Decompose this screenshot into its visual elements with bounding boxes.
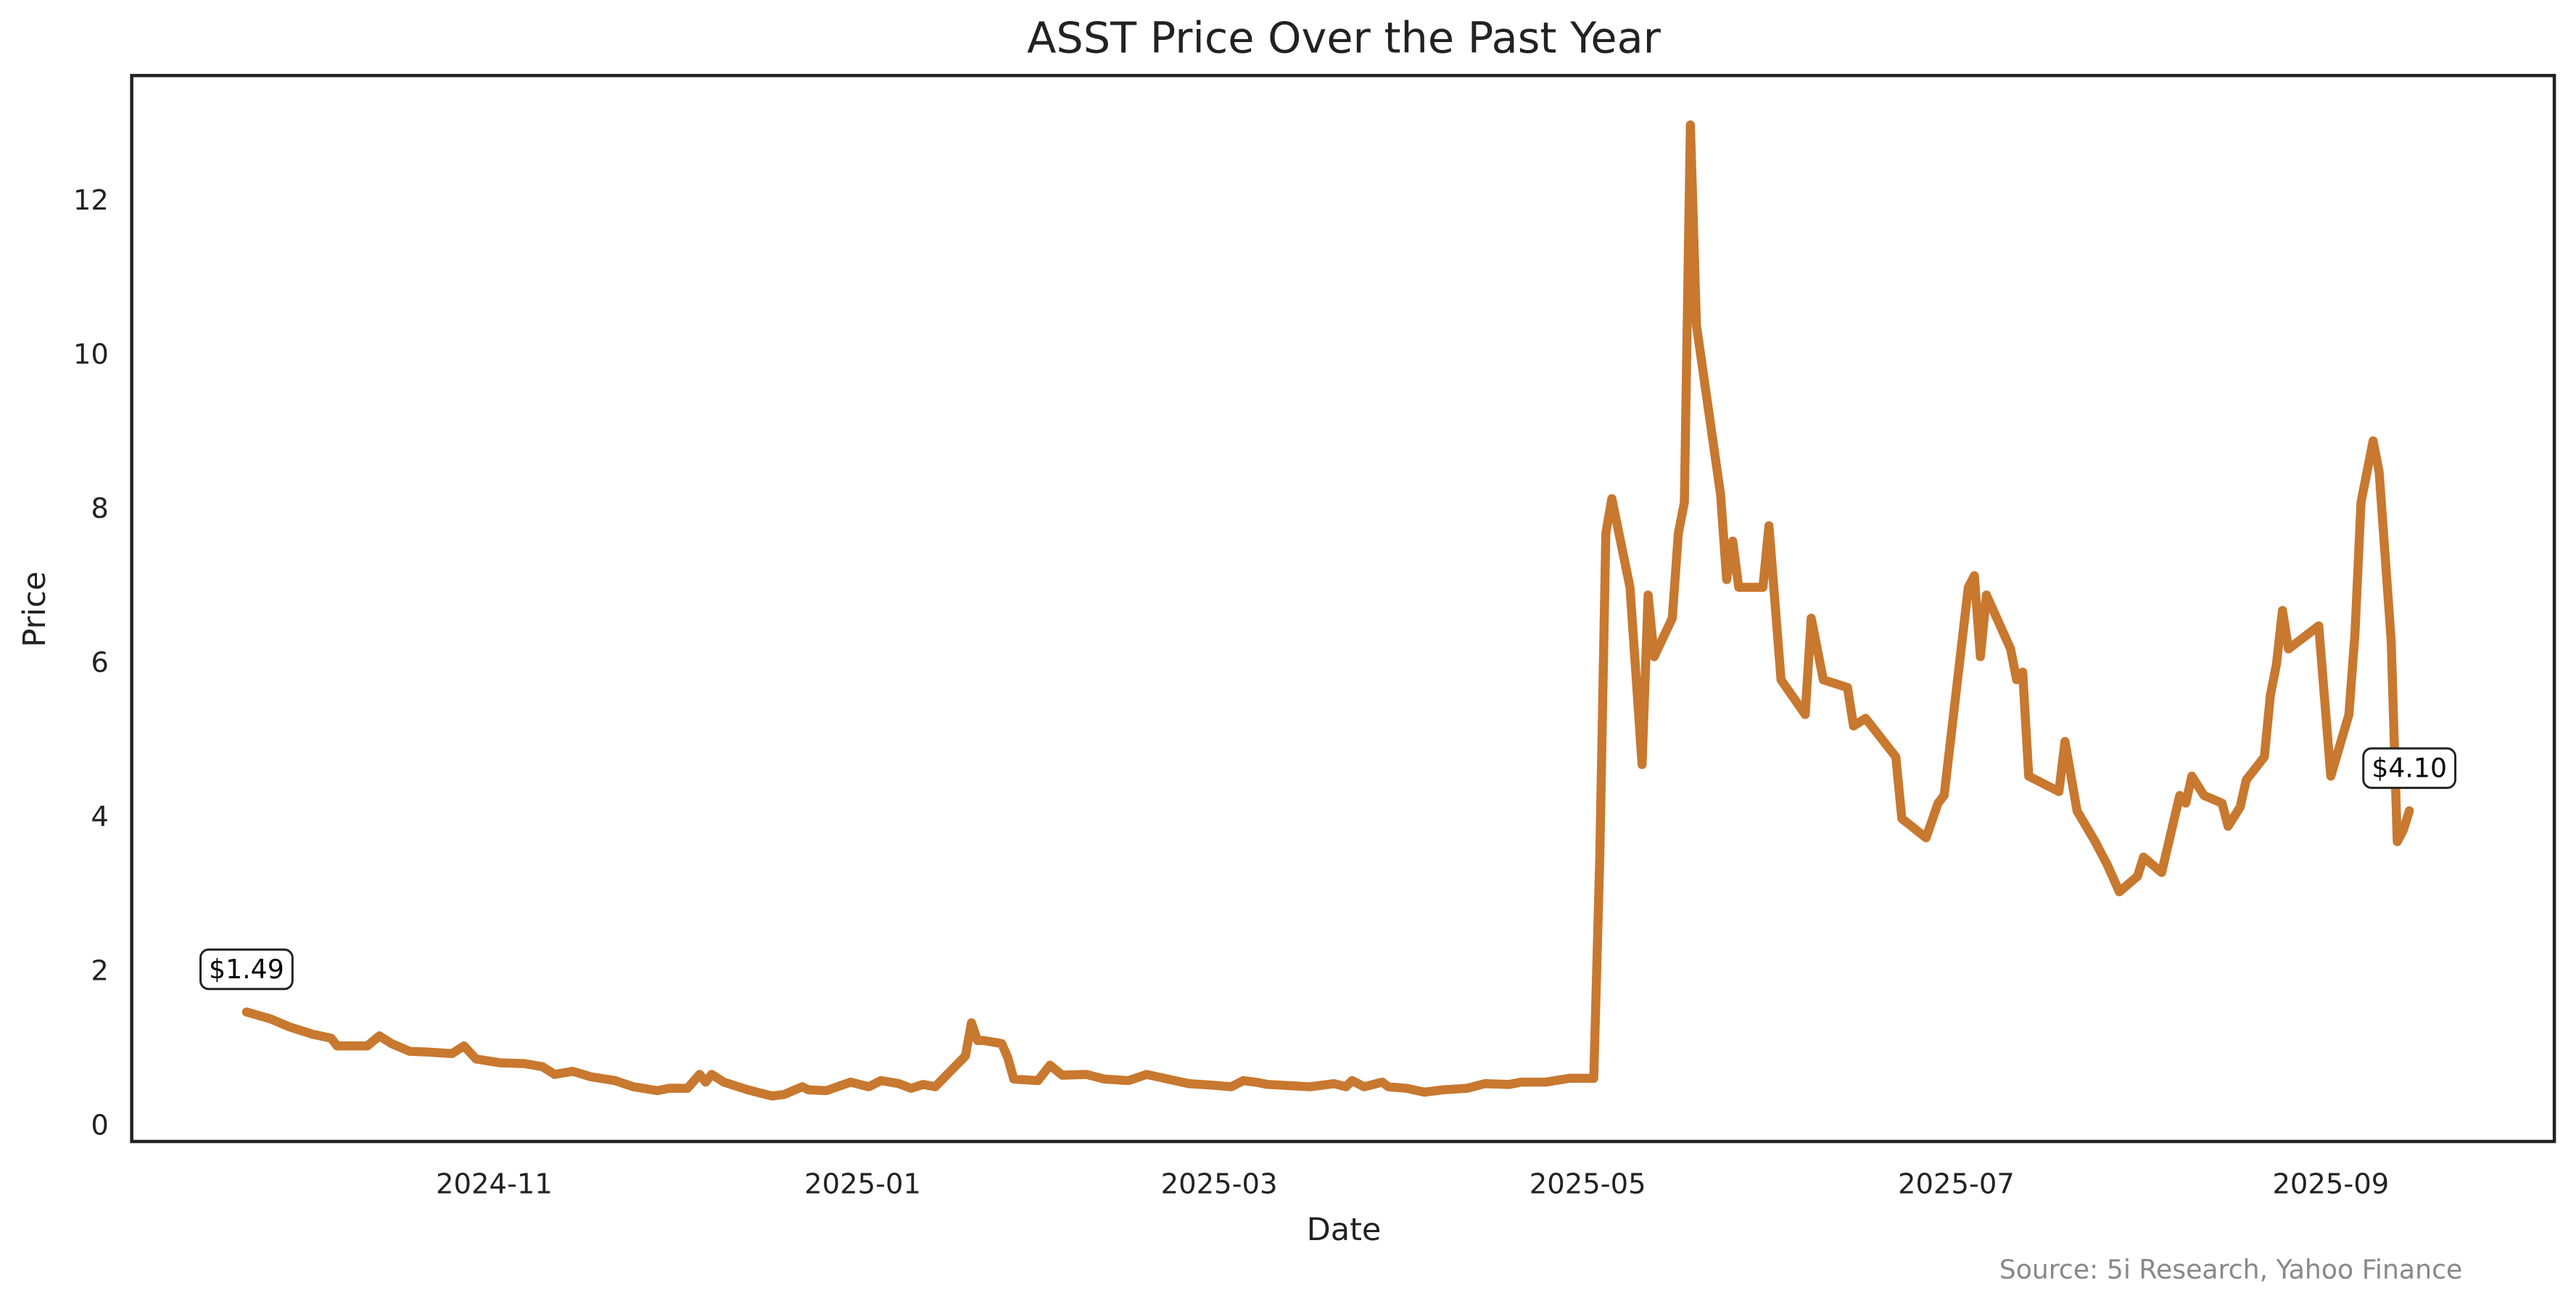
x-tick-label: 2025-03	[1161, 1168, 1278, 1201]
x-tick-label: 2025-01	[804, 1168, 921, 1201]
source-note: Source: 5i Research, Yahoo Finance	[1999, 1254, 2463, 1285]
plot-frame	[130, 73, 2556, 1144]
y-tick-label: 4	[91, 801, 109, 833]
price-line	[242, 120, 2414, 1101]
y-tick-label: 8	[91, 492, 109, 525]
y-axis-label: Price	[17, 571, 53, 648]
annotation: $1.49	[209, 954, 284, 985]
y-tick-label: 0	[91, 1109, 109, 1141]
y-tick-label: 10	[73, 339, 109, 371]
x-tick-label: 2025-05	[1530, 1168, 1646, 1201]
annotation-box	[199, 948, 294, 991]
y-tick-label: 2	[91, 955, 109, 988]
x-tick-label: 2025-07	[1898, 1168, 2015, 1201]
y-tick-label: 6	[91, 647, 109, 680]
y-tick-label: 12	[73, 184, 109, 217]
annotation: $4.10	[2371, 752, 2447, 783]
x-tick-label: 2024-11	[436, 1168, 553, 1201]
x-axis-label: Date	[1307, 1212, 1382, 1248]
chart-title: ASST Price Over the Past Year	[1027, 13, 1661, 63]
annotation-box	[2362, 747, 2457, 789]
x-tick-label: 2025-09	[2272, 1168, 2389, 1201]
